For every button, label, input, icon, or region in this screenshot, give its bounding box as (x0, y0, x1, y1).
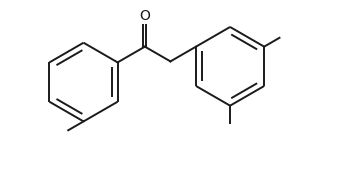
Text: O: O (139, 9, 150, 23)
